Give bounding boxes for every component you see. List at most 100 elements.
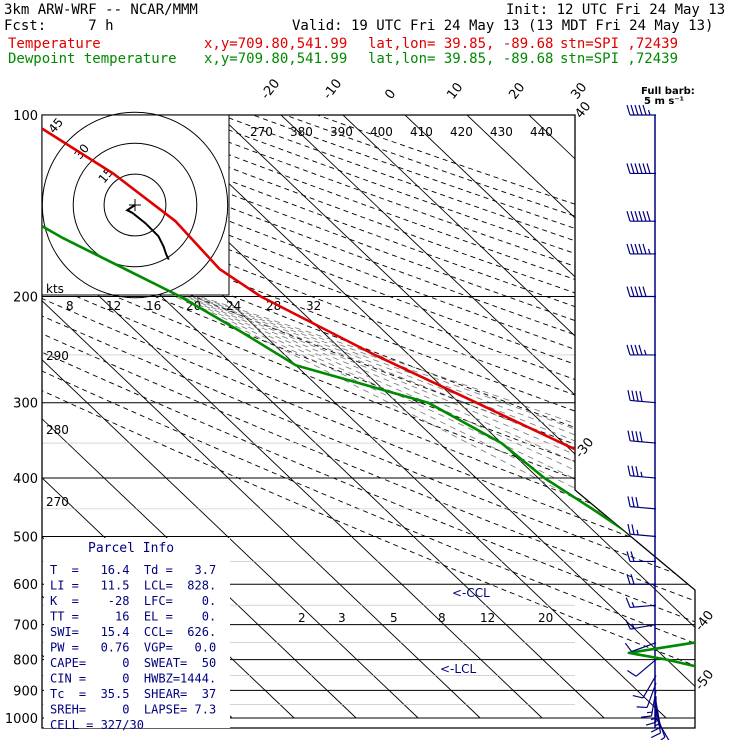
pressure-tick-label: 500 (13, 530, 38, 545)
dry-adiabat-line (42, 115, 695, 728)
wind-barb (625, 619, 657, 630)
theta-label: 380 (290, 125, 313, 139)
wind-barb-half-flag (631, 623, 635, 629)
wind-barb (627, 523, 657, 538)
wind-barb-flag (660, 736, 666, 740)
wind-barb-flag (630, 163, 635, 174)
wind-barb (650, 701, 662, 733)
wind-barb (627, 430, 657, 444)
wind-barb-flag (634, 344, 639, 356)
moist-adiabat-line (174, 296, 695, 728)
wind-barb-flag (625, 597, 631, 608)
isotherm-line (715, 115, 740, 718)
wind-barb-flag (641, 715, 652, 718)
dry-adiabat-line (42, 115, 695, 728)
barb-note-line2: 5 m s⁻¹ (644, 96, 684, 107)
wind-barb-half-flag (636, 529, 639, 536)
wind-barb-flag (638, 211, 643, 222)
wind-barb-staff (630, 604, 657, 609)
wind-barb-flag (635, 496, 639, 508)
dry-adiabat-line (42, 115, 695, 728)
wind-barb-flag (624, 642, 633, 652)
wind-barb-staff (631, 642, 657, 653)
parcel-box-bg (44, 538, 230, 728)
isotherm-line (404, 115, 695, 719)
hodograph-ring (41, 111, 229, 299)
dewpoint-legend-station: stn=SPI ,72439 (560, 51, 679, 67)
theta-label: 410 (410, 125, 433, 139)
wind-barb-flag (645, 721, 657, 726)
theta-label: 270 (250, 125, 273, 139)
wind-barb-flag (631, 465, 635, 477)
wind-barb-flag (642, 104, 647, 116)
isotherm-label: -30 (572, 435, 597, 461)
speed-tick-label: 32 (306, 299, 321, 313)
wind-barb-half-flag (647, 109, 651, 116)
parcel-row: T = 16.4 Td = 3.7 (50, 563, 216, 577)
wind-barb (626, 104, 656, 116)
wind-barb-flag (627, 390, 631, 401)
parcel-info-box: Parcel Info T = 16.4 Td = 3.7 LI = 11.5 LC… (44, 538, 230, 732)
theta-label: 400 (370, 125, 393, 139)
pressure-tick-label: 400 (13, 472, 38, 487)
speed-tick-label: 12 (106, 299, 121, 313)
wind-barb-flag (626, 104, 631, 116)
wind-barb (636, 682, 657, 709)
wind-barb-flag (630, 344, 635, 356)
pressure-tick-label: 1000 (5, 712, 38, 727)
wind-barbs (624, 104, 670, 740)
isotherm-line (42, 115, 419, 719)
wind-barb-half-flag (647, 248, 651, 255)
wind-barb-staff (630, 624, 657, 630)
wind-barb-flag (634, 286, 639, 297)
model-title: 3km ARW-WRF -- NCAR/MMM (4, 2, 198, 18)
dry-adiabat-line (42, 115, 695, 728)
wind-barb (625, 597, 657, 609)
wind-barb-flag (631, 496, 635, 508)
wind-barb-flag (642, 286, 647, 297)
parcel-title: Parcel Info (88, 541, 174, 556)
isotherm-label: -40 (692, 608, 717, 634)
wind-barb-flag (639, 431, 643, 442)
temperature-legend-label: Temperature (8, 36, 101, 52)
temperature-legend-station: stn=SPI ,72439 (560, 36, 679, 52)
wind-barb-flag (630, 243, 635, 255)
valid-time: Valid: 19 UTC Fri 24 May 13 (13 MDT Fri … (292, 18, 714, 34)
wind-barb-half-flag (654, 722, 661, 727)
wind-barb-flag (630, 211, 635, 222)
forecast-hour: Fcst: 7 h (4, 18, 114, 34)
isotherm-label: 10 (444, 80, 466, 102)
hodograph-ring (72, 142, 198, 268)
isotherm-line (218, 115, 695, 719)
dry-adiabat-line (42, 115, 695, 728)
parcel-row: CELL = 327/30 (50, 718, 144, 732)
wind-barb-flag (642, 211, 647, 222)
wind-barb (626, 211, 656, 222)
wind-barb-flag (630, 574, 635, 585)
isotherm-line (156, 115, 695, 719)
wind-barb-flag (631, 524, 635, 535)
moist-adiabat-line (192, 296, 695, 728)
wind-barb-staff (635, 659, 657, 677)
wind-barb (626, 551, 656, 563)
lcl-marker-label: <-CCL (452, 586, 490, 600)
adiabat-side-label: 270 (46, 495, 69, 509)
wind-barb (626, 286, 656, 298)
isotherm-label: 20 (506, 80, 528, 102)
dry-adiabat-line (252, 115, 695, 728)
wind-barb-flag (626, 243, 631, 255)
init-time: Init: 12 UTC Fri 24 May 13 (506, 2, 726, 18)
wind-barb-staff (630, 475, 657, 479)
adiabat-side-label: 280 (46, 423, 69, 437)
wind-barb-flag (639, 391, 643, 402)
wind-barb-staff (642, 675, 657, 699)
wind-barb-half-flag (640, 471, 643, 477)
parcel-row: CIN = 0 HWBZ=1444. (50, 672, 216, 686)
wind-barb (645, 696, 657, 726)
wind-barb-flag (626, 344, 631, 356)
wind-barb-flag (650, 732, 661, 739)
speed-tick-label: 8 (66, 299, 74, 313)
wind-barb-half-flag (631, 602, 635, 608)
